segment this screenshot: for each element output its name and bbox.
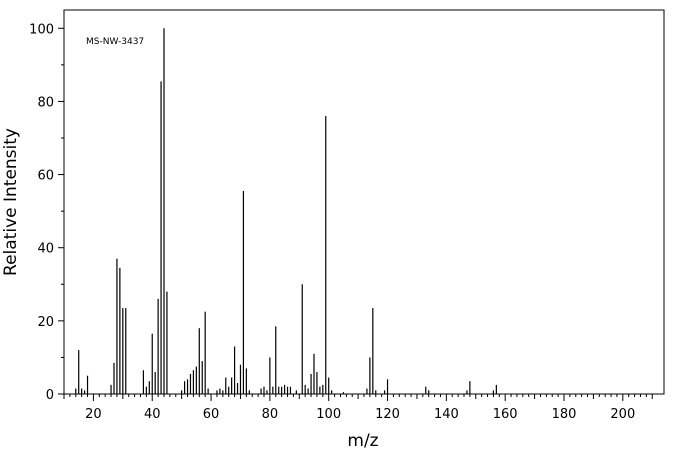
x-tick-label: 100 [316,407,341,422]
y-axis: 0 20 40 60 80 100 [29,22,64,403]
y-tick-label: 60 [37,169,54,184]
y-tick-label: 0 [46,388,54,403]
y-axis-label: Relative Intensity [1,128,21,276]
y-tick-label: 40 [37,242,54,257]
peak-bars [75,28,497,394]
x-axis: 20 40 60 80 100 120 140 160 180 200 [63,394,653,422]
x-tick-label: 20 [85,407,102,422]
x-tick-label: 180 [552,407,577,422]
y-tick-label: 20 [37,315,54,330]
x-tick-label: 200 [610,407,635,422]
sample-id-annotation: MS-NW-3437 [86,37,144,47]
x-tick-label: 40 [144,407,161,422]
y-tick-label: 80 [37,95,54,110]
x-axis-label: m/z [347,431,378,451]
x-tick-label: 160 [493,407,518,422]
x-tick-label: 140 [434,407,459,422]
y-tick-label: 100 [29,22,54,37]
x-tick-label: 120 [375,407,400,422]
x-tick-label: 60 [203,407,220,422]
x-tick-label: 80 [262,407,279,422]
